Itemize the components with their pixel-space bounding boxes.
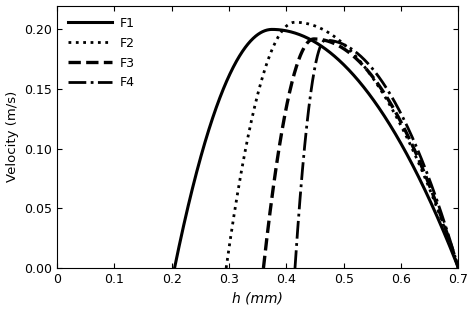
F3 xyxy=(311,37,317,41)
F1 xyxy=(360,85,366,88)
F1 xyxy=(456,266,461,270)
F1 xyxy=(183,214,189,217)
F3 xyxy=(455,265,461,268)
F2 xyxy=(455,265,461,268)
F4 xyxy=(346,45,352,49)
X-axis label: h (mm): h (mm) xyxy=(232,291,283,305)
F4 xyxy=(388,93,393,96)
F4 xyxy=(292,266,298,270)
Line: F2: F2 xyxy=(226,22,458,268)
F1 xyxy=(213,106,219,110)
F2 xyxy=(237,176,243,180)
F1 xyxy=(302,35,308,39)
F3 xyxy=(456,266,461,270)
F2 xyxy=(321,28,327,32)
F2 xyxy=(231,212,237,216)
F1 xyxy=(455,265,461,268)
F3 xyxy=(261,266,266,270)
F2 xyxy=(372,79,378,83)
F4 xyxy=(298,183,304,186)
F3 xyxy=(271,182,277,186)
F1 xyxy=(269,28,275,31)
Line: F4: F4 xyxy=(295,40,458,268)
F3 xyxy=(337,44,342,48)
F4 xyxy=(296,216,301,220)
F3 xyxy=(382,92,387,95)
Line: F3: F3 xyxy=(264,39,458,268)
Legend: F1, F2, F3, F4: F1, F2, F3, F4 xyxy=(63,12,139,95)
F1 xyxy=(191,179,197,183)
Y-axis label: Velocity (m/s): Velocity (m/s) xyxy=(6,91,18,183)
F4 xyxy=(455,265,461,268)
F3 xyxy=(266,216,272,219)
F4 xyxy=(456,266,461,270)
F4 xyxy=(322,38,328,42)
F2 xyxy=(253,102,258,105)
Line: F1: F1 xyxy=(174,30,458,268)
F2 xyxy=(456,266,461,270)
F2 xyxy=(223,266,229,270)
F3 xyxy=(282,113,288,117)
F1 xyxy=(172,266,177,270)
F4 xyxy=(305,114,311,118)
F2 xyxy=(292,21,298,24)
